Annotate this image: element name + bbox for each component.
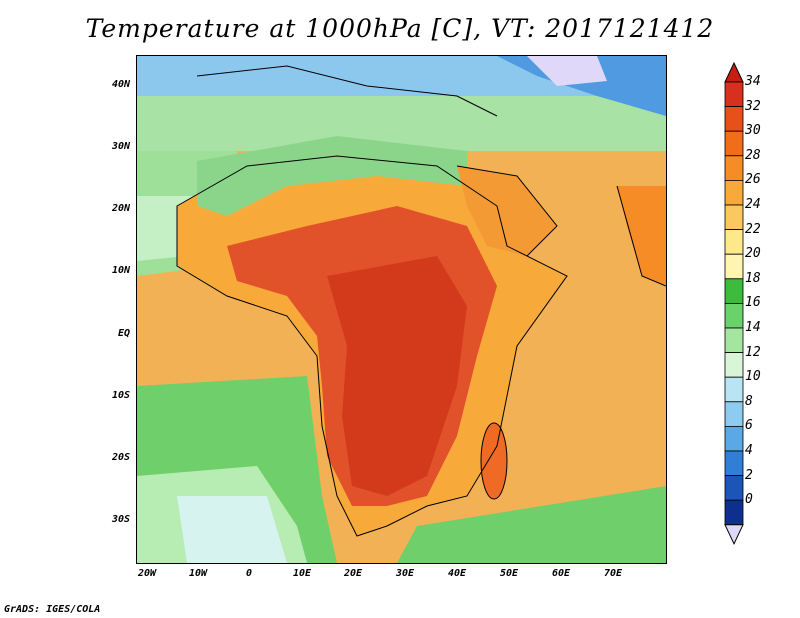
lon-label: 20W [137, 568, 157, 579]
colorbar-box [724, 327, 744, 354]
lon-label: 10W [188, 568, 208, 579]
colorbar-label: 26 [745, 172, 761, 188]
lat-label: 20N [111, 203, 130, 214]
colorbar-box [724, 352, 744, 378]
colorbar-box [724, 376, 744, 403]
colorbar [724, 62, 744, 545]
lon-label: 0 [245, 568, 253, 579]
colorbar-label: 2 [745, 467, 753, 483]
colorbar-box [724, 81, 744, 108]
lat-label: 10S [111, 390, 130, 401]
lon-label: 50E [499, 568, 519, 579]
colorbar-label: 6 [745, 418, 753, 434]
colorbar-box [724, 450, 744, 477]
colorbar-label: 18 [745, 270, 761, 286]
colorbar-box [724, 499, 744, 526]
colorbar-label: 22 [745, 221, 761, 237]
africa-coastline [176, 155, 568, 537]
colorbar-label: 8 [745, 393, 753, 409]
colorbar-label: 10 [745, 369, 761, 385]
lat-label: 40N [111, 79, 130, 90]
colorbar-label: 12 [745, 344, 761, 360]
colorbar-box [724, 155, 744, 181]
temperature-map [136, 55, 667, 564]
colorbar-box [724, 204, 744, 231]
colorbar-box [724, 106, 744, 132]
credit-text: GrADS: IGES/COLA [4, 604, 101, 615]
hottest-core [327, 256, 467, 496]
lon-label: 20E [343, 568, 363, 579]
lon-label: 70E [603, 568, 623, 579]
map-title: Temperature at 1000hPa [C], VT: 20171214… [85, 14, 715, 43]
lat-label: 30S [111, 514, 130, 525]
lat-label: EQ [117, 328, 130, 339]
colorbar-box [724, 401, 744, 427]
lon-label: 30E [395, 568, 415, 579]
colorbar-label: 20 [745, 246, 761, 262]
benguela-cold [177, 496, 287, 563]
india-coastline [616, 185, 666, 287]
lat-label: 20S [111, 452, 130, 463]
colorbar-box [724, 278, 744, 304]
colorbar-over-triangle [724, 62, 744, 83]
caucasus-cold [527, 56, 607, 86]
sahara-north-green [197, 136, 467, 216]
south-indian-green [397, 486, 666, 563]
colorbar-box [724, 130, 744, 157]
colorbar-label: 4 [745, 443, 753, 458]
colorbar-label: 16 [745, 295, 761, 311]
colorbar-label: 30 [745, 123, 761, 139]
colorbar-box [724, 425, 744, 452]
arabia-coastline [456, 165, 558, 257]
madagascar [480, 422, 508, 500]
colorbar-box [724, 180, 744, 206]
colorbar-box [724, 229, 744, 255]
colorbar-label: 32 [745, 98, 761, 114]
india-land [617, 186, 666, 286]
lon-label: 60E [551, 568, 571, 579]
colorbar-label: 14 [745, 320, 761, 335]
arabia-land [457, 166, 557, 256]
europe-coastline [196, 65, 498, 117]
colorbar-box [724, 253, 744, 280]
asia-cold-region [497, 56, 666, 116]
lon-label: 40E [447, 568, 467, 579]
colorbar-box [724, 475, 744, 501]
mediterranean-band [137, 96, 666, 151]
colorbar-label: 0 [745, 492, 753, 508]
colorbar-label: 34 [745, 74, 761, 89]
lon-label: 10E [292, 568, 312, 579]
colorbar-under-triangle [724, 524, 744, 545]
colorbar-box [724, 302, 744, 329]
lat-label: 30N [111, 141, 130, 152]
lat-label: 10N [111, 265, 130, 276]
colorbar-label: 28 [745, 147, 761, 163]
colorbar-label: 24 [745, 197, 761, 212]
map-canvas [137, 56, 666, 563]
